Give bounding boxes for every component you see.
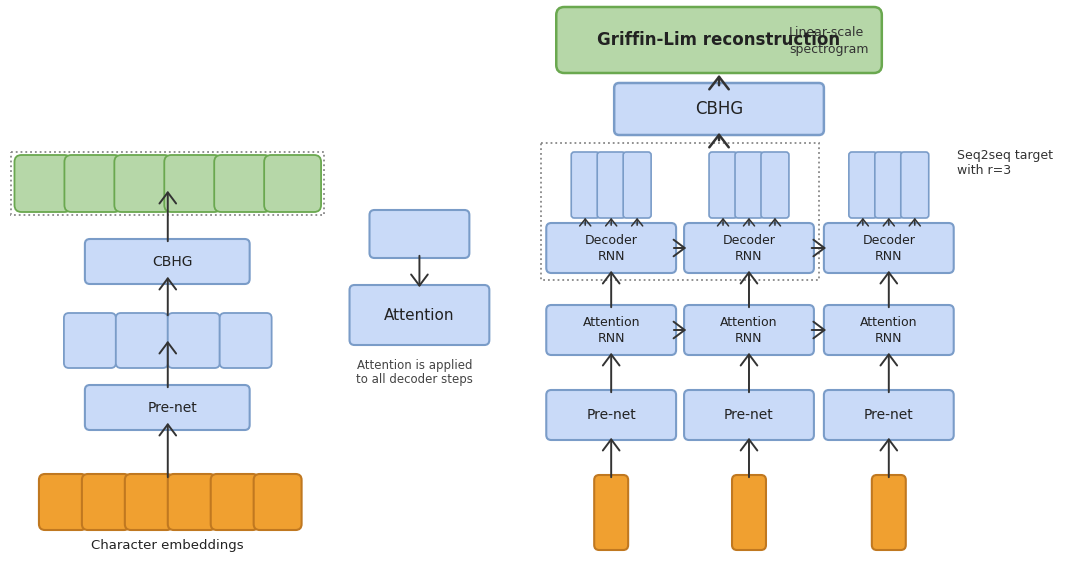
FancyBboxPatch shape xyxy=(85,239,249,284)
Bar xyxy=(745,17,760,72)
Text: CBHG: CBHG xyxy=(694,100,743,118)
Bar xyxy=(761,17,778,72)
FancyBboxPatch shape xyxy=(735,152,762,218)
FancyBboxPatch shape xyxy=(265,155,321,212)
FancyBboxPatch shape xyxy=(39,474,86,530)
FancyBboxPatch shape xyxy=(597,152,625,218)
Bar xyxy=(541,143,819,280)
FancyBboxPatch shape xyxy=(824,305,954,355)
Text: CBHG: CBHG xyxy=(152,254,193,269)
FancyBboxPatch shape xyxy=(710,152,737,218)
FancyBboxPatch shape xyxy=(116,313,167,368)
FancyBboxPatch shape xyxy=(546,390,676,440)
Text: Decoder: Decoder xyxy=(723,235,775,247)
Text: RNN: RNN xyxy=(875,249,903,263)
FancyBboxPatch shape xyxy=(901,152,929,218)
FancyBboxPatch shape xyxy=(875,152,903,218)
Text: spectrogram: spectrogram xyxy=(788,43,868,56)
FancyBboxPatch shape xyxy=(85,385,249,430)
Text: RNN: RNN xyxy=(735,332,762,345)
Text: Attention: Attention xyxy=(720,316,778,329)
FancyBboxPatch shape xyxy=(824,223,954,273)
Text: Character embeddings: Character embeddings xyxy=(92,539,244,552)
FancyBboxPatch shape xyxy=(214,155,271,212)
Bar xyxy=(711,17,727,72)
Text: Attention is applied: Attention is applied xyxy=(356,359,472,371)
FancyBboxPatch shape xyxy=(219,313,272,368)
FancyBboxPatch shape xyxy=(623,152,651,218)
FancyBboxPatch shape xyxy=(571,152,599,218)
Bar xyxy=(693,17,710,72)
FancyBboxPatch shape xyxy=(546,305,676,355)
Text: RNN: RNN xyxy=(597,332,625,345)
FancyBboxPatch shape xyxy=(684,390,814,440)
Text: Attention: Attention xyxy=(582,316,640,329)
Bar xyxy=(676,17,692,72)
FancyBboxPatch shape xyxy=(254,474,301,530)
Text: Pre-net: Pre-net xyxy=(148,401,198,415)
Text: RNN: RNN xyxy=(735,249,762,263)
Text: Pre-net: Pre-net xyxy=(724,408,774,422)
FancyBboxPatch shape xyxy=(615,83,824,135)
Text: Decoder: Decoder xyxy=(584,235,637,247)
FancyBboxPatch shape xyxy=(872,475,906,550)
FancyBboxPatch shape xyxy=(732,475,766,550)
FancyBboxPatch shape xyxy=(167,313,219,368)
Text: Attention: Attention xyxy=(860,316,918,329)
Text: Decoder: Decoder xyxy=(862,235,915,247)
Text: Linear-scale: Linear-scale xyxy=(788,26,864,40)
FancyBboxPatch shape xyxy=(684,223,814,273)
Text: to all decoder steps: to all decoder steps xyxy=(356,373,473,387)
FancyBboxPatch shape xyxy=(14,155,71,212)
FancyBboxPatch shape xyxy=(350,285,489,345)
FancyBboxPatch shape xyxy=(369,210,470,258)
FancyBboxPatch shape xyxy=(594,475,629,550)
FancyBboxPatch shape xyxy=(65,155,121,212)
Text: Attention: Attention xyxy=(384,308,455,322)
FancyBboxPatch shape xyxy=(114,155,172,212)
FancyBboxPatch shape xyxy=(546,223,676,273)
FancyBboxPatch shape xyxy=(824,390,954,440)
FancyBboxPatch shape xyxy=(761,152,788,218)
FancyBboxPatch shape xyxy=(684,305,814,355)
FancyBboxPatch shape xyxy=(211,474,258,530)
FancyBboxPatch shape xyxy=(125,474,173,530)
FancyBboxPatch shape xyxy=(164,155,221,212)
Bar xyxy=(728,17,744,72)
Text: Griffin-Lim reconstruction: Griffin-Lim reconstruction xyxy=(597,31,840,49)
FancyBboxPatch shape xyxy=(64,313,116,368)
Text: Pre-net: Pre-net xyxy=(586,408,636,422)
Bar xyxy=(12,152,324,215)
Text: with r=3: with r=3 xyxy=(957,164,1011,177)
FancyBboxPatch shape xyxy=(167,474,216,530)
Bar xyxy=(659,17,675,72)
FancyBboxPatch shape xyxy=(556,7,881,73)
Text: Seq2seq target: Seq2seq target xyxy=(957,149,1053,161)
Text: RNN: RNN xyxy=(597,249,625,263)
Text: Pre-net: Pre-net xyxy=(864,408,914,422)
FancyBboxPatch shape xyxy=(849,152,877,218)
Text: RNN: RNN xyxy=(875,332,903,345)
FancyBboxPatch shape xyxy=(82,474,130,530)
